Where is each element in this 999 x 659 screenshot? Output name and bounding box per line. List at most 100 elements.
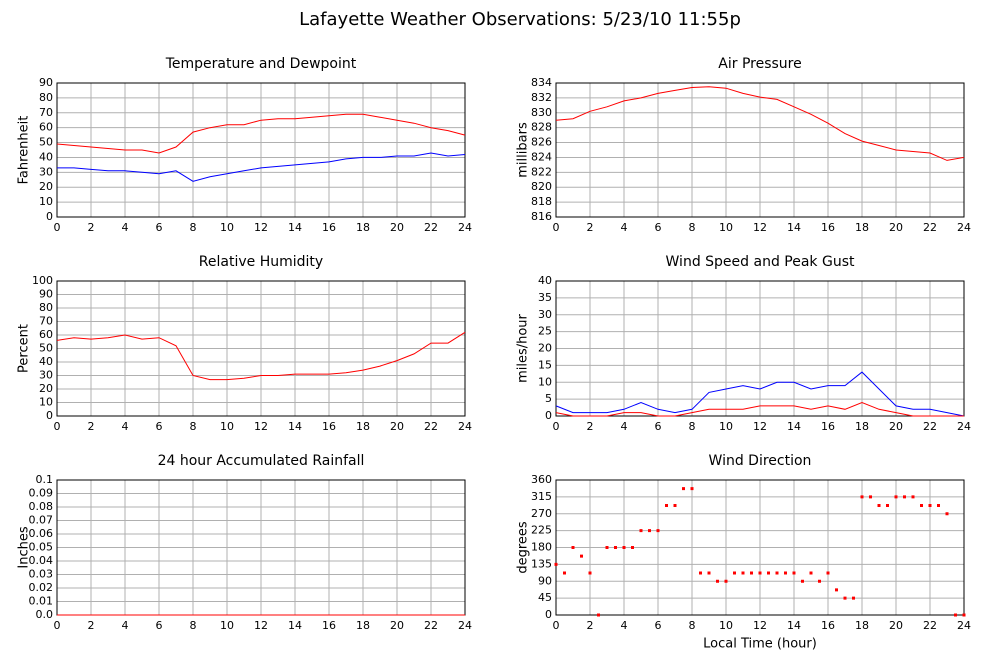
x-tick-label: 8 — [190, 420, 197, 433]
x-tick-label: 0 — [54, 420, 61, 433]
x-tick-label: 24 — [957, 221, 971, 234]
x-tick-label: 20 — [889, 619, 903, 632]
y-tick-label: 0.0 — [36, 608, 54, 621]
y-tick-label: 90 — [39, 288, 53, 301]
x-tick-label: 16 — [322, 420, 336, 433]
x-tick-label: 14 — [288, 420, 302, 433]
plot-frame — [56, 82, 466, 218]
x-tick-label: 12 — [254, 619, 268, 632]
y-tick-label: 30 — [39, 165, 53, 178]
y-tick-label: 180 — [531, 541, 552, 554]
data-point — [588, 571, 592, 575]
x-tick-label: 20 — [390, 420, 404, 433]
y-tick-label: 0 — [545, 608, 552, 621]
data-point — [707, 571, 711, 575]
y-tick-label: 90 — [39, 76, 53, 89]
data-point — [750, 571, 753, 575]
y-tick-label: 0.08 — [29, 500, 54, 513]
data-point — [792, 571, 796, 575]
x-tick-label: 18 — [356, 221, 370, 234]
x-tick-label: 24 — [957, 619, 971, 632]
y-tick-label: 5 — [545, 392, 552, 405]
data-point — [945, 512, 949, 516]
y-tick-label: 0 — [46, 210, 53, 223]
y-tick-label: 20 — [538, 342, 552, 355]
x-tick-label: 2 — [88, 221, 95, 234]
y-tick-label: 70 — [39, 106, 53, 119]
subplot-title: 24 hour Accumulated Rainfall — [158, 453, 365, 469]
data-point — [656, 529, 660, 533]
y-axis-label: degrees — [516, 521, 531, 574]
x-tick-label: 2 — [587, 420, 594, 433]
x-tick-label: 12 — [254, 221, 268, 234]
x-tick-label: 20 — [889, 420, 903, 433]
y-tick-label: 0 — [545, 409, 552, 422]
plot-frame — [555, 280, 965, 417]
y-tick-label: 60 — [39, 328, 53, 341]
data-point — [580, 554, 583, 558]
data-point — [869, 495, 872, 499]
x-axis-label: Local Time (hour) — [703, 637, 817, 652]
y-tick-label: 0.1 — [36, 473, 54, 486]
y-tick-label: 826 — [531, 136, 552, 149]
data-point — [852, 596, 855, 600]
data-point — [903, 495, 906, 499]
y-tick-label: 30 — [538, 308, 552, 321]
x-tick-label: 0 — [54, 221, 61, 234]
y-tick-label: 822 — [531, 165, 552, 178]
data-point — [843, 596, 847, 600]
x-tick-label: 6 — [156, 420, 163, 433]
y-tick-label: 360 — [531, 473, 552, 486]
y-tick-label: 818 — [531, 195, 552, 208]
data-point — [605, 546, 609, 549]
x-tick-label: 16 — [821, 619, 835, 632]
x-tick-label: 8 — [689, 221, 696, 234]
x-tick-label: 10 — [220, 619, 234, 632]
data-line — [57, 152, 466, 182]
data-point — [877, 504, 881, 507]
y-tick-label: 50 — [39, 342, 53, 355]
x-tick-label: 2 — [88, 619, 95, 632]
x-tick-label: 16 — [322, 619, 336, 632]
x-tick-label: 24 — [458, 221, 472, 234]
x-tick-label: 14 — [787, 221, 801, 234]
y-axis-label: millibars — [516, 122, 531, 178]
data-point — [818, 579, 821, 583]
y-tick-label: 0.07 — [29, 514, 54, 527]
y-tick-label: 25 — [538, 325, 552, 338]
y-tick-label: 315 — [531, 490, 552, 503]
x-tick-label: 18 — [855, 619, 869, 632]
data-line — [555, 401, 964, 417]
y-tick-label: 0.02 — [29, 581, 54, 594]
data-point — [571, 546, 575, 549]
plot-frame — [555, 82, 965, 218]
data-point — [784, 571, 787, 575]
x-tick-label: 14 — [288, 619, 302, 632]
y-tick-label: 15 — [538, 358, 552, 371]
x-tick-label: 2 — [587, 619, 594, 632]
x-tick-label: 18 — [855, 221, 869, 234]
data-point — [894, 495, 898, 499]
x-tick-label: 18 — [356, 619, 370, 632]
x-tick-label: 16 — [821, 221, 835, 234]
data-point — [673, 504, 677, 507]
data-point — [758, 571, 762, 575]
x-tick-label: 12 — [254, 420, 268, 433]
x-tick-label: 6 — [655, 420, 662, 433]
y-axis-label: Inches — [17, 526, 32, 568]
x-tick-label: 20 — [390, 221, 404, 234]
y-tick-label: 100 — [32, 274, 53, 287]
x-tick-label: 6 — [156, 221, 163, 234]
plot-frame — [555, 479, 965, 616]
data-point — [835, 588, 838, 592]
y-tick-label: 40 — [538, 274, 552, 287]
x-tick-label: 10 — [220, 420, 234, 433]
subplot-title: Air Pressure — [718, 56, 801, 72]
y-tick-label: 0.05 — [29, 541, 54, 554]
y-axis-label: Fahrenheit — [17, 116, 32, 185]
y-tick-label: 30 — [39, 369, 53, 382]
x-tick-label: 16 — [322, 221, 336, 234]
x-tick-label: 22 — [424, 619, 438, 632]
y-tick-label: 135 — [531, 557, 552, 570]
plot-frame — [56, 280, 466, 417]
